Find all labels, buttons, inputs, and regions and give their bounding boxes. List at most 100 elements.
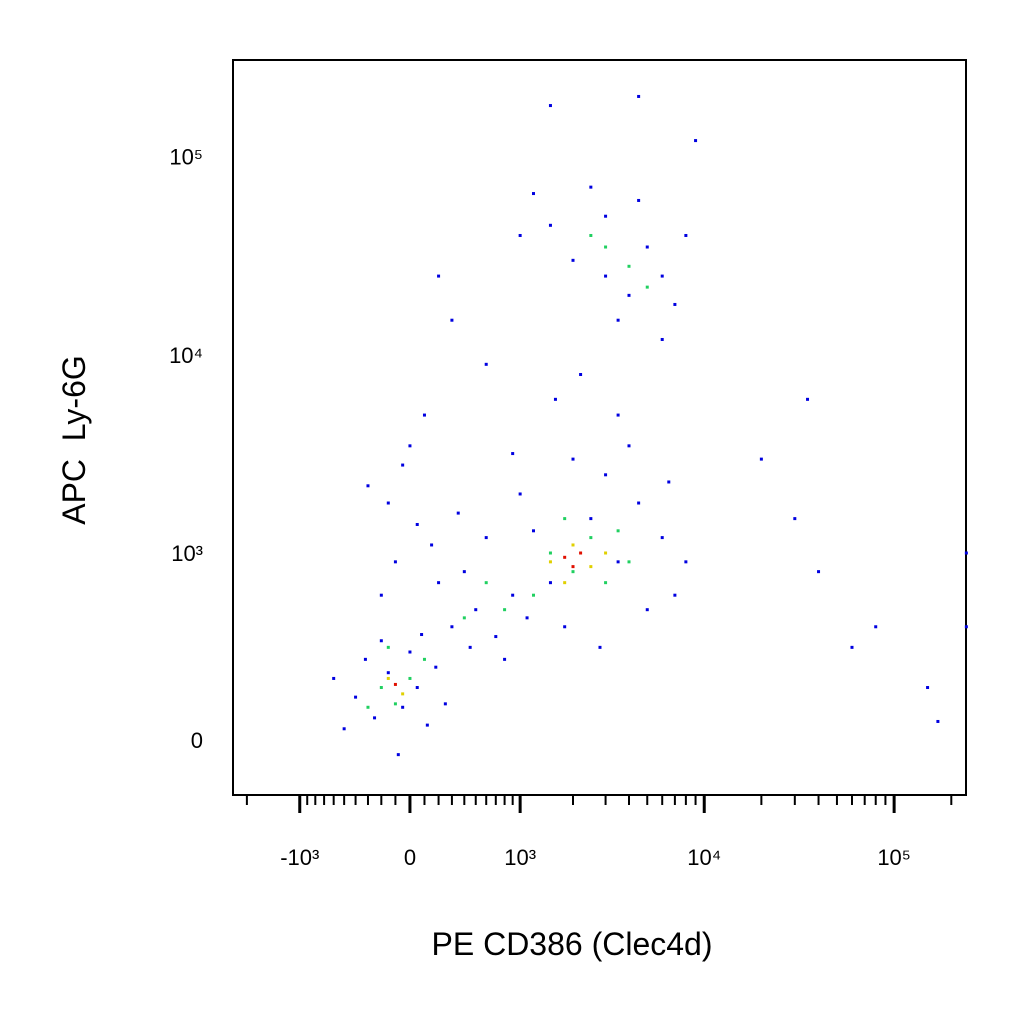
data-point bbox=[420, 633, 424, 637]
data-point bbox=[548, 104, 552, 108]
data-point bbox=[373, 716, 377, 720]
data-point bbox=[589, 517, 593, 521]
x-axis-label: PE CD386 (Clec4d) bbox=[432, 926, 713, 962]
data-point bbox=[494, 635, 498, 639]
data-point bbox=[604, 274, 608, 278]
data-point bbox=[604, 551, 608, 555]
y-tick-label: 10³ bbox=[171, 541, 203, 566]
data-point bbox=[759, 457, 763, 461]
data-point bbox=[437, 274, 441, 278]
data-point bbox=[604, 214, 608, 218]
data-point bbox=[637, 501, 641, 505]
data-point bbox=[401, 705, 405, 709]
data-point bbox=[589, 185, 593, 189]
data-point bbox=[484, 536, 488, 540]
data-point bbox=[531, 593, 535, 597]
data-point bbox=[627, 560, 631, 564]
data-point bbox=[563, 625, 567, 629]
data-point bbox=[430, 543, 434, 547]
data-point bbox=[563, 555, 567, 559]
data-point bbox=[579, 551, 583, 555]
data-point bbox=[548, 551, 552, 555]
x-tick-label: 10⁴ bbox=[687, 845, 721, 870]
data-point bbox=[354, 695, 358, 699]
data-point bbox=[386, 671, 390, 675]
data-point bbox=[548, 560, 552, 564]
data-point bbox=[503, 608, 507, 612]
data-point bbox=[553, 397, 557, 401]
data-point bbox=[408, 650, 412, 654]
data-point bbox=[645, 285, 649, 289]
data-point bbox=[531, 529, 535, 533]
data-point bbox=[415, 522, 419, 526]
data-point bbox=[850, 645, 854, 649]
data-point bbox=[386, 676, 390, 680]
data-point bbox=[793, 517, 797, 521]
data-point bbox=[366, 484, 370, 488]
data-point bbox=[366, 705, 370, 709]
data-point bbox=[468, 645, 472, 649]
data-point bbox=[645, 608, 649, 612]
data-point bbox=[422, 413, 426, 417]
data-point bbox=[386, 501, 390, 505]
data-point bbox=[660, 337, 664, 341]
data-point bbox=[589, 565, 593, 569]
data-point bbox=[571, 543, 575, 547]
data-point bbox=[936, 719, 940, 723]
data-point bbox=[616, 529, 620, 533]
data-point bbox=[589, 233, 593, 237]
data-point bbox=[450, 625, 454, 629]
x-tick-label: -10³ bbox=[280, 845, 319, 870]
x-tick-label: 10⁵ bbox=[877, 845, 911, 870]
plot-frame bbox=[232, 59, 967, 796]
data-point bbox=[425, 723, 429, 727]
data-point bbox=[393, 560, 397, 564]
data-point bbox=[503, 657, 507, 661]
data-point bbox=[518, 492, 522, 496]
data-point bbox=[437, 581, 441, 585]
data-point bbox=[598, 645, 602, 649]
data-point bbox=[386, 645, 390, 649]
data-point bbox=[379, 686, 383, 690]
data-point bbox=[422, 657, 426, 661]
data-point bbox=[379, 593, 383, 597]
data-point bbox=[627, 264, 631, 268]
data-point bbox=[434, 665, 438, 669]
data-point bbox=[415, 686, 419, 690]
data-point bbox=[525, 616, 529, 620]
data-point bbox=[964, 551, 968, 555]
data-point bbox=[637, 198, 641, 202]
data-point bbox=[604, 245, 608, 249]
data-point bbox=[571, 570, 575, 574]
data-point bbox=[462, 616, 466, 620]
data-point bbox=[604, 473, 608, 477]
data-point bbox=[456, 511, 460, 515]
data-point bbox=[548, 581, 552, 585]
data-point bbox=[342, 727, 346, 731]
data-point bbox=[450, 318, 454, 322]
data-point bbox=[571, 457, 575, 461]
data-point bbox=[694, 139, 698, 143]
data-point bbox=[667, 480, 671, 484]
data-point bbox=[673, 302, 677, 306]
data-point bbox=[579, 373, 583, 377]
data-point bbox=[401, 692, 405, 696]
data-point bbox=[616, 318, 620, 322]
data-point bbox=[393, 702, 397, 706]
data-point bbox=[379, 639, 383, 643]
data-point bbox=[964, 625, 968, 629]
data-point bbox=[531, 192, 535, 196]
y-tick-label: 10⁴ bbox=[169, 343, 203, 368]
data-point bbox=[684, 233, 688, 237]
data-point bbox=[518, 233, 522, 237]
x-tick-label: 0 bbox=[404, 845, 416, 870]
data-point bbox=[627, 293, 631, 297]
data-point bbox=[443, 702, 447, 706]
data-point bbox=[673, 593, 677, 597]
data-point bbox=[393, 682, 397, 686]
data-point bbox=[511, 593, 515, 597]
data-point bbox=[604, 581, 608, 585]
data-point bbox=[396, 753, 400, 757]
data-point bbox=[926, 686, 930, 690]
